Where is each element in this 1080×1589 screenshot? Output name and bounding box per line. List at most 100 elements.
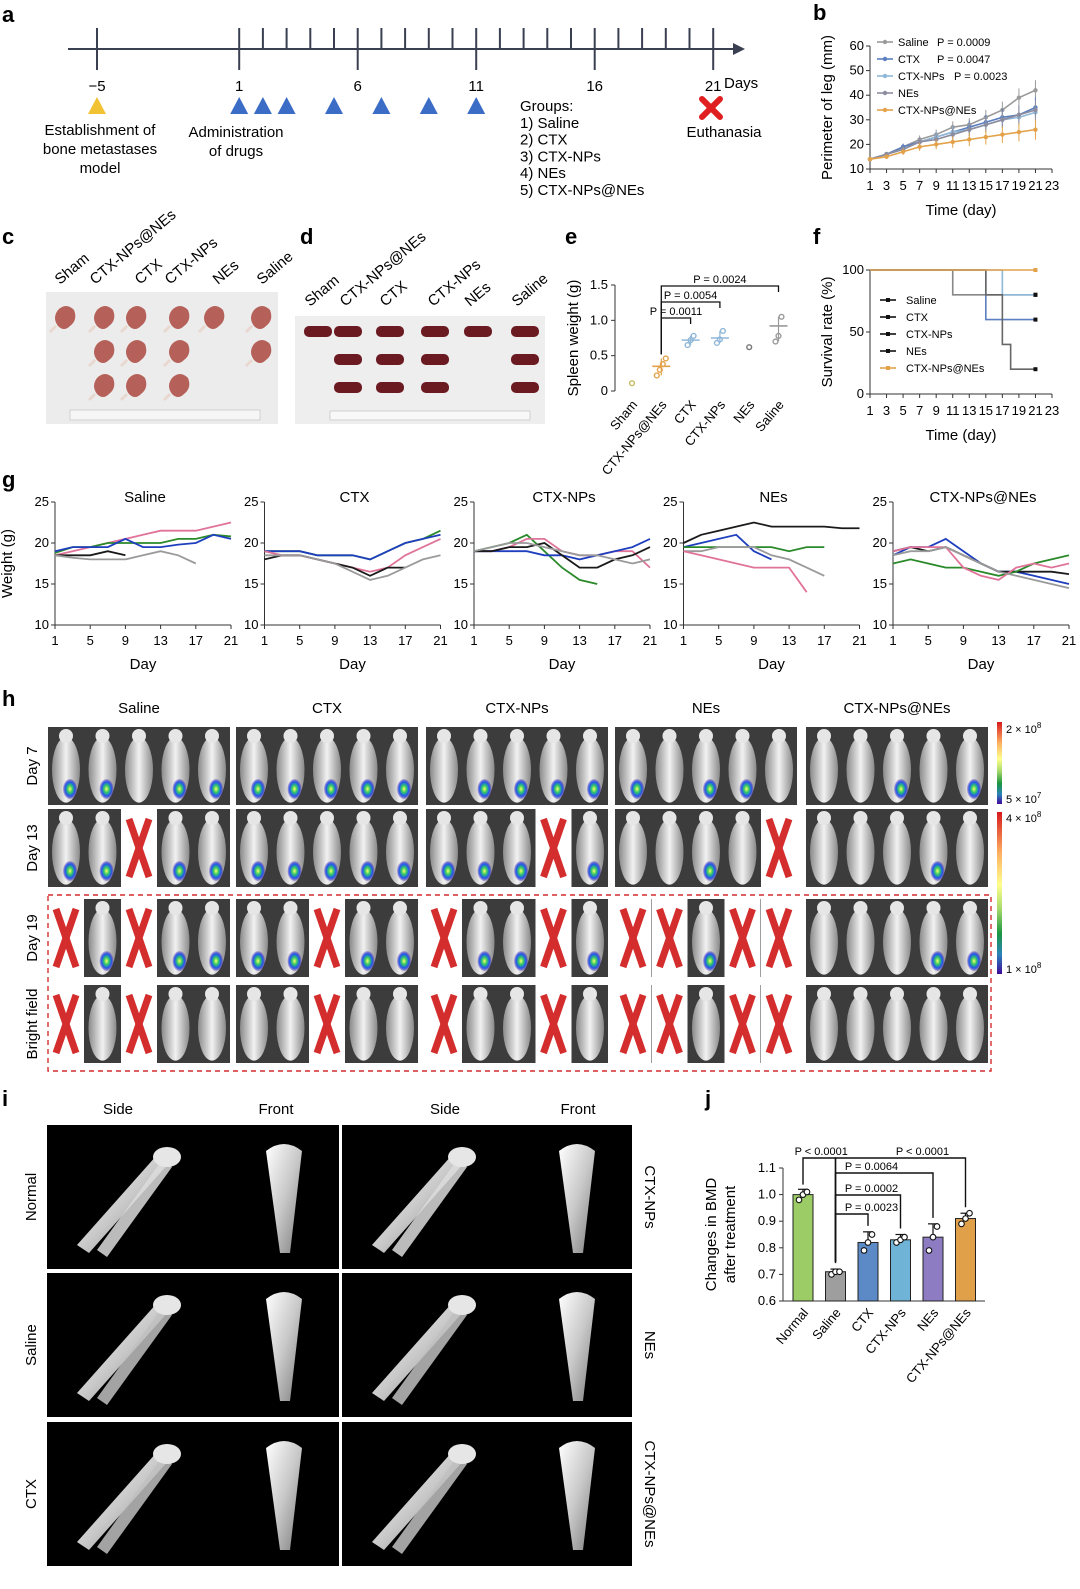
bmd-significance-bracket	[834, 1213, 869, 1262]
mouse-silhouette	[846, 737, 875, 803]
mouse-head	[283, 729, 298, 743]
panel-label-c: c	[2, 224, 14, 249]
mouse-head	[205, 987, 219, 1001]
bioluminescence-signal	[251, 779, 265, 799]
spleen-y-tick-label: 0	[601, 383, 608, 398]
bmd-data-point	[925, 1247, 933, 1254]
ct-left-row-label: Saline	[23, 1324, 40, 1366]
group-list-line: 4) NEs	[520, 165, 566, 182]
deceased-cross-icon	[540, 907, 567, 969]
group-list-line: 1) Saline	[520, 115, 579, 132]
panel-label-j: j	[704, 1086, 711, 1111]
bmd-category-label: CTX	[848, 1305, 876, 1335]
weight-subplot-title: CTX-NPs	[532, 489, 595, 506]
leg-chart-x-tick-label: 11	[946, 178, 960, 193]
bioluminescence-signal	[514, 779, 528, 799]
bioluminescence-signal	[441, 861, 455, 881]
bioluminescence-signal	[324, 779, 338, 799]
euthanasia-label: Euthanasia	[686, 124, 762, 141]
mouse-head	[926, 987, 941, 1001]
imaging-group-header: Saline	[118, 700, 160, 717]
leg-chart-y-tick-label: 10	[850, 161, 864, 176]
bioluminescence-signal	[930, 951, 945, 971]
spleen-data-point	[684, 341, 691, 349]
spleen-data-point	[746, 344, 753, 351]
weight-mouse-line	[54, 533, 232, 554]
survival-x-tick-label: 19	[1012, 403, 1026, 418]
spleen-photo-ruler	[329, 410, 531, 421]
admin-line-2: of drugs	[209, 143, 263, 160]
mouse-head	[95, 901, 110, 915]
mouse-head	[853, 901, 868, 915]
spleen-specimen	[304, 326, 332, 337]
mouse-head	[247, 729, 261, 743]
mouse-head	[510, 811, 524, 825]
ct-bone-joint	[153, 1147, 181, 1167]
bioluminescence-signal	[587, 861, 601, 881]
bioluminescence-signal	[287, 861, 302, 881]
spleen-specimen	[334, 354, 362, 365]
weight-y-label: Weight (g)	[0, 529, 16, 598]
weight-subplot-y-tick-label: 20	[873, 535, 887, 550]
mouse-head	[356, 729, 371, 743]
spleen-data-point	[772, 338, 779, 345]
weight-subplot-y-tick-label: 20	[663, 535, 677, 550]
bioluminescence-signal	[587, 951, 601, 971]
weight-subplot-x-tick-label: 5	[925, 633, 932, 648]
tumor-specimen-bone	[48, 324, 58, 334]
panel-label-e: e	[565, 224, 577, 249]
mouse-silhouette	[919, 737, 948, 803]
bioluminescence-signal	[514, 861, 528, 881]
weight-subplot-y-tick-label: 25	[35, 494, 49, 509]
bioluminescence-signal	[967, 951, 981, 971]
leg-chart-y-tick-label: 40	[850, 87, 864, 102]
spleen-specimen	[376, 326, 404, 337]
timeline-days-label: Days	[724, 75, 758, 92]
tumor-specimen-bone	[162, 324, 172, 334]
spleen-category-label: Saline	[752, 397, 787, 434]
survival-legend-marker	[886, 315, 890, 319]
weight-subplot-title: NEs	[759, 489, 787, 506]
bioluminescence-signal	[360, 779, 375, 799]
deceased-cross-icon	[52, 993, 80, 1055]
spleen-data-point	[690, 332, 697, 339]
bioluminescence-signal	[324, 861, 338, 881]
spleen-pvalue-label: P = 0.0054	[664, 290, 717, 302]
weight-subplot-title: Saline	[124, 489, 166, 506]
mouse-head	[320, 729, 334, 743]
establish-line-2: bone metastases	[43, 141, 157, 158]
leg-series-point	[1000, 117, 1005, 123]
mouse-head	[437, 811, 451, 825]
ct-left-row-label: Normal	[23, 1173, 40, 1221]
leg-series-point	[1016, 112, 1022, 118]
mouse-head	[817, 901, 831, 915]
mouse-silhouette	[161, 995, 190, 1061]
leg-legend-pvalue: P = 0.0009	[937, 37, 990, 49]
bmd-data-point	[933, 1223, 941, 1230]
weight-subplot-x-tick-label: 17	[189, 633, 203, 648]
weight-subplot-y-tick-label: 15	[873, 576, 887, 591]
leg-series-point	[933, 142, 939, 147]
tumor-specimen-bone	[87, 392, 97, 402]
ct-bone-front-view	[266, 1292, 302, 1401]
survival-step-line	[870, 269, 1036, 296]
leg-chart-x-label: Time (day)	[925, 202, 996, 219]
dosing-triangle-icon	[419, 97, 438, 114]
bmd-y-tick-label: 0.8	[758, 1240, 776, 1255]
survival-legend-marker	[886, 298, 890, 302]
colorbar-day13-19	[997, 812, 1002, 974]
mouse-silhouette	[692, 995, 720, 1061]
bioluminescence-signal	[477, 779, 492, 799]
spleen-photo-background	[295, 316, 545, 424]
survival-x-tick-label: 23	[1045, 403, 1059, 418]
bmd-bar	[890, 1239, 911, 1302]
spleen-specimen	[376, 354, 404, 365]
ct-bone-front-view	[559, 1144, 595, 1253]
mouse-head	[59, 811, 73, 825]
mouse-silhouette	[810, 995, 838, 1061]
leg-legend-label: CTX	[898, 54, 921, 66]
